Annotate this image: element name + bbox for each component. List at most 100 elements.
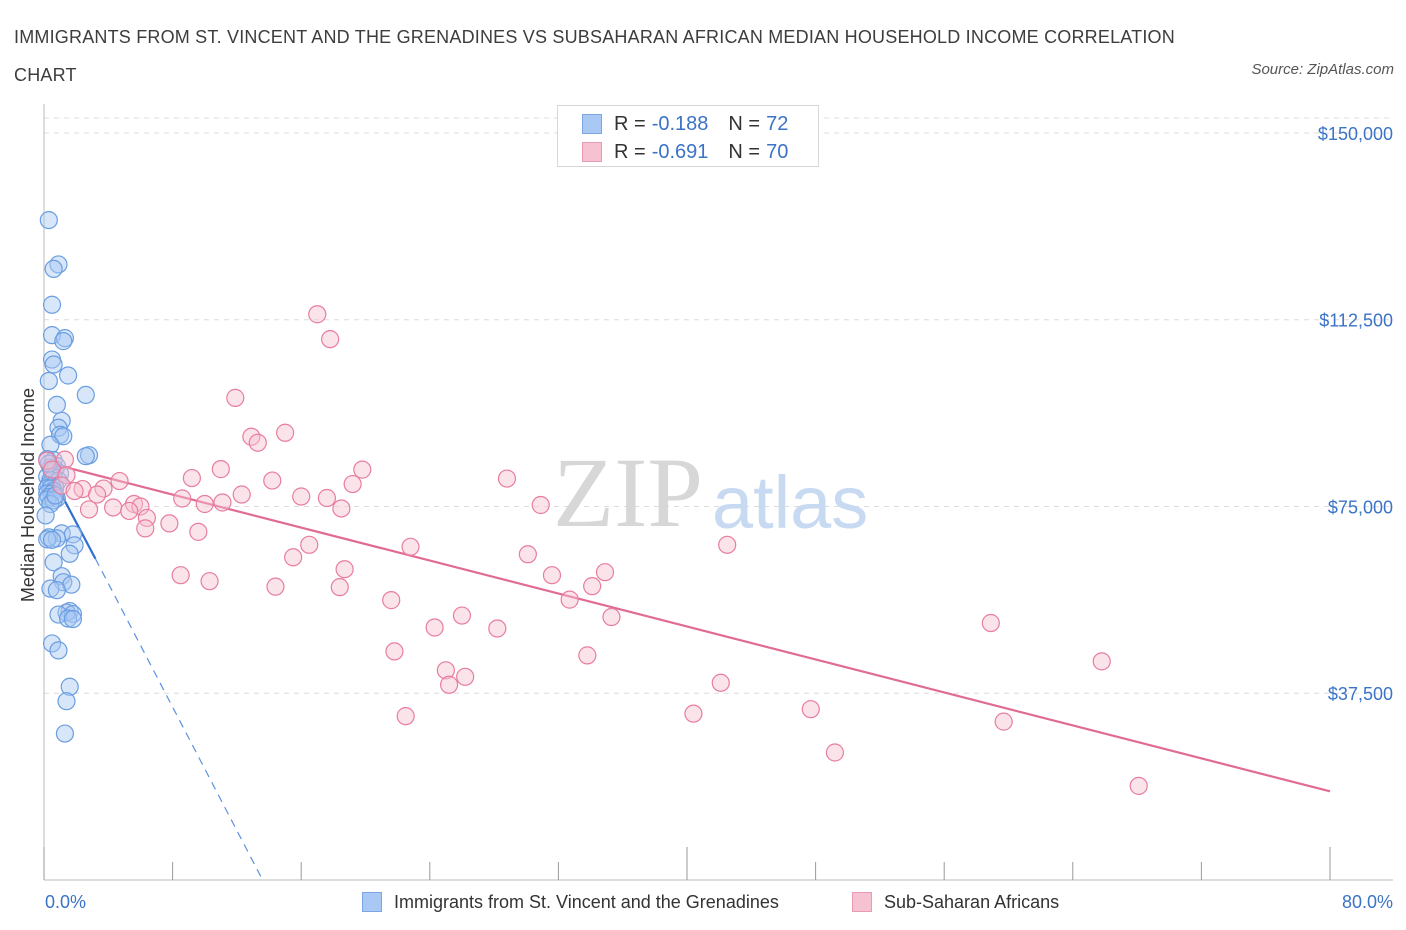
data-points bbox=[36, 210, 1148, 795]
point-subsaharan bbox=[317, 488, 337, 508]
legend-r-value: -0.188 bbox=[651, 112, 709, 135]
point-subsaharan bbox=[136, 519, 155, 538]
point-vincent bbox=[60, 677, 79, 696]
source-label: Source: ZipAtlas.com bbox=[1251, 61, 1394, 78]
series-legend-vincent: Immigrants from St. Vincent and the Gren… bbox=[362, 889, 779, 915]
point-vincent bbox=[36, 506, 55, 525]
legend-r-label: R = bbox=[614, 140, 646, 163]
point-vincent bbox=[44, 355, 63, 374]
point-subsaharan bbox=[57, 465, 76, 485]
correlation-legend: R = -0.188 N = 72 R = -0.691 N = 70 bbox=[557, 105, 819, 167]
point-subsaharan bbox=[276, 423, 295, 442]
series-label-vincent: Immigrants from St. Vincent and the Gren… bbox=[394, 891, 779, 912]
point-vincent bbox=[39, 210, 58, 230]
point-subsaharan bbox=[1129, 776, 1148, 795]
point-subsaharan bbox=[560, 590, 579, 609]
point-subsaharan bbox=[335, 560, 354, 579]
x-tick-label-min: 0.0% bbox=[45, 892, 86, 912]
point-vincent bbox=[59, 609, 78, 628]
point-subsaharan bbox=[531, 495, 550, 515]
point-subsaharan bbox=[332, 499, 351, 518]
y-tick-labels: $37,500 $75,000 $112,500 $150,000 bbox=[1318, 124, 1393, 704]
point-subsaharan bbox=[266, 577, 285, 596]
y-tick-label: $112,500 bbox=[1319, 311, 1393, 331]
legend-swatch-subsaharan bbox=[582, 142, 602, 162]
y-axis-label: Median Household Income bbox=[18, 388, 38, 602]
point-vincent bbox=[41, 579, 60, 598]
point-vincent bbox=[41, 494, 60, 514]
point-subsaharan bbox=[711, 673, 730, 692]
point-vincent bbox=[60, 544, 79, 563]
point-subsaharan bbox=[104, 498, 123, 517]
point-vincent bbox=[46, 486, 65, 505]
point-vincent bbox=[76, 385, 95, 405]
point-subsaharan bbox=[284, 548, 303, 567]
series-swatch-vincent bbox=[362, 892, 382, 912]
point-subsaharan bbox=[79, 500, 99, 519]
point-subsaharan bbox=[456, 667, 475, 686]
point-subsaharan bbox=[263, 471, 282, 490]
watermark-zip: ZIP bbox=[553, 437, 703, 548]
legend-row-vincent: R = -0.188 N = 72 bbox=[582, 110, 788, 138]
point-subsaharan bbox=[595, 563, 615, 582]
point-subsaharan bbox=[160, 514, 179, 533]
legend-n-value: 72 bbox=[766, 112, 789, 135]
point-subsaharan bbox=[401, 537, 420, 556]
point-subsaharan bbox=[65, 481, 84, 501]
legend-r-label: R = bbox=[614, 112, 646, 135]
zipatlas-watermark: ZIP atlas bbox=[553, 437, 868, 548]
point-vincent bbox=[42, 634, 62, 653]
gridlines bbox=[44, 117, 1393, 694]
point-subsaharan bbox=[211, 460, 230, 479]
y-tick-label: $150,000 bbox=[1318, 124, 1393, 144]
point-subsaharan bbox=[602, 607, 621, 627]
point-vincent bbox=[42, 295, 62, 314]
point-vincent bbox=[54, 332, 73, 351]
x-tick-label-max: 80.0% bbox=[1342, 892, 1393, 912]
point-vincent bbox=[42, 530, 62, 549]
point-subsaharan bbox=[292, 487, 311, 506]
point-subsaharan bbox=[131, 497, 150, 516]
point-subsaharan bbox=[330, 578, 349, 597]
point-subsaharan bbox=[542, 566, 562, 585]
point-subsaharan bbox=[452, 606, 472, 625]
point-subsaharan bbox=[182, 468, 201, 488]
point-vincent bbox=[55, 329, 74, 348]
point-vincent bbox=[57, 692, 76, 711]
point-subsaharan bbox=[110, 471, 129, 491]
point-vincent bbox=[38, 530, 57, 549]
point-subsaharan bbox=[385, 642, 404, 661]
point-vincent bbox=[39, 371, 58, 391]
legend-n-value: 70 bbox=[766, 140, 789, 163]
point-subsaharan bbox=[396, 707, 415, 726]
series-swatch-subsaharan bbox=[852, 892, 872, 912]
point-vincent bbox=[54, 427, 73, 446]
point-subsaharan bbox=[425, 618, 444, 637]
point-subsaharan bbox=[718, 535, 737, 554]
trendline-subsaharan bbox=[43, 460, 1331, 793]
chart-title: IMMIGRANTS FROM ST. VINCENT AND THE GREN… bbox=[14, 27, 1175, 85]
point-subsaharan bbox=[308, 305, 327, 324]
point-vincent bbox=[65, 536, 84, 555]
point-vincent bbox=[47, 395, 66, 414]
point-subsaharan bbox=[353, 460, 372, 479]
point-subsaharan bbox=[497, 469, 517, 488]
point-subsaharan bbox=[488, 619, 507, 638]
y-tick-label: $37,500 bbox=[1328, 684, 1393, 704]
point-subsaharan bbox=[248, 433, 267, 452]
point-vincent bbox=[49, 641, 68, 660]
point-subsaharan bbox=[232, 485, 251, 504]
point-subsaharan bbox=[994, 712, 1013, 731]
point-subsaharan bbox=[171, 566, 190, 585]
point-subsaharan bbox=[801, 700, 820, 719]
point-subsaharan bbox=[321, 330, 340, 349]
point-subsaharan bbox=[200, 572, 219, 591]
point-subsaharan bbox=[195, 494, 214, 514]
point-subsaharan bbox=[578, 646, 597, 665]
point-vincent bbox=[44, 553, 63, 572]
point-vincent bbox=[59, 366, 78, 385]
point-subsaharan bbox=[436, 661, 455, 680]
trendline-extension-vincent bbox=[94, 558, 264, 881]
point-subsaharan bbox=[981, 613, 1000, 633]
